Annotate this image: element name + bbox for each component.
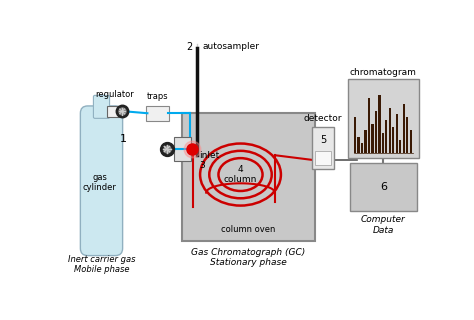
FancyBboxPatch shape — [315, 151, 331, 165]
Bar — [368, 98, 370, 153]
Bar — [361, 143, 363, 153]
Text: Inert carrier gas
Mobile phase: Inert carrier gas Mobile phase — [68, 255, 135, 275]
Bar — [357, 137, 360, 153]
Bar — [365, 130, 366, 153]
Bar — [410, 130, 412, 153]
Text: regulator: regulator — [95, 90, 134, 99]
Bar — [399, 140, 401, 153]
Text: 4
column: 4 column — [224, 165, 257, 184]
Text: 6: 6 — [380, 182, 387, 192]
Bar — [396, 114, 398, 153]
Text: Computer
Data: Computer Data — [361, 215, 406, 235]
FancyBboxPatch shape — [81, 106, 123, 256]
Bar — [406, 117, 409, 153]
FancyBboxPatch shape — [108, 106, 119, 117]
Text: gas
cylinder: gas cylinder — [83, 173, 117, 192]
Text: 5: 5 — [319, 135, 326, 145]
Text: 1: 1 — [120, 134, 127, 144]
Bar — [389, 108, 391, 153]
Bar — [382, 133, 384, 153]
Bar — [385, 120, 388, 153]
Bar — [354, 117, 356, 153]
Text: inlet
3: inlet 3 — [199, 151, 219, 170]
FancyBboxPatch shape — [348, 79, 419, 158]
FancyBboxPatch shape — [350, 163, 417, 212]
FancyBboxPatch shape — [182, 113, 315, 241]
FancyBboxPatch shape — [174, 137, 191, 161]
Bar — [375, 111, 377, 153]
Bar — [378, 95, 381, 153]
Text: Gas Chromatograph (GC)
Stationary phase: Gas Chromatograph (GC) Stationary phase — [191, 248, 306, 267]
Text: chromatogram: chromatogram — [350, 68, 417, 77]
FancyBboxPatch shape — [146, 106, 169, 121]
Text: autosampler: autosampler — [202, 42, 260, 51]
Text: detector: detector — [303, 115, 342, 124]
Bar — [402, 104, 405, 153]
Text: column oven: column oven — [221, 225, 275, 235]
Text: traps: traps — [147, 92, 168, 101]
FancyBboxPatch shape — [312, 127, 334, 169]
Bar — [371, 124, 374, 153]
FancyBboxPatch shape — [93, 95, 109, 118]
Text: 2: 2 — [186, 42, 192, 52]
Bar — [392, 127, 394, 153]
